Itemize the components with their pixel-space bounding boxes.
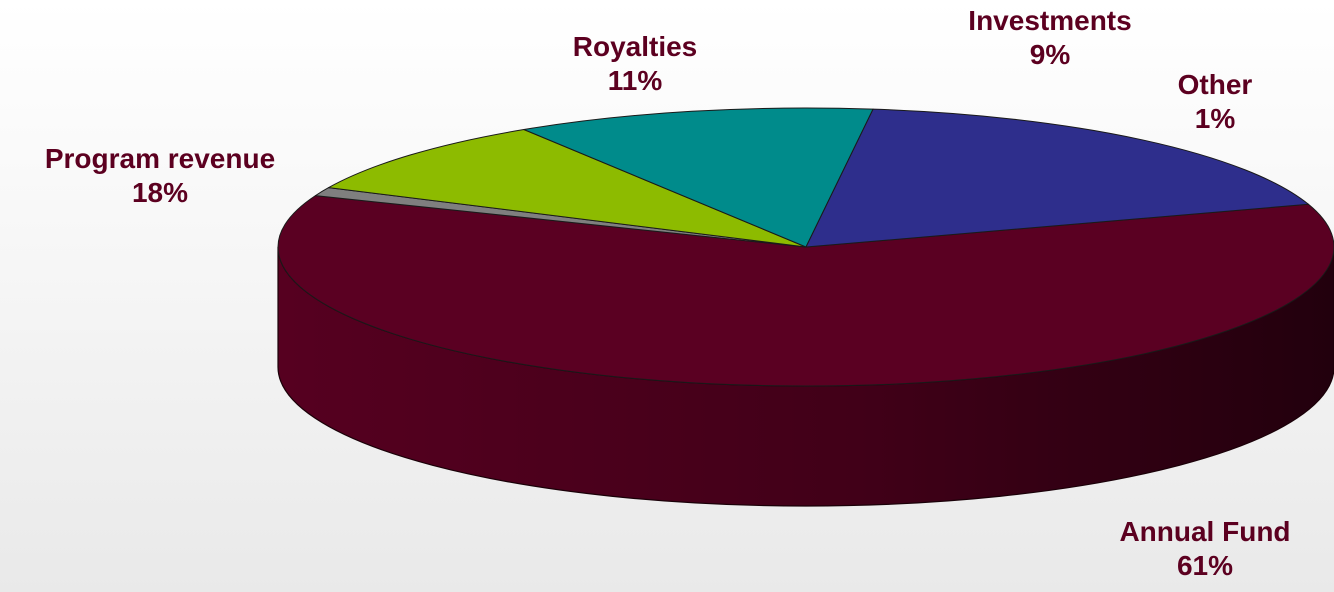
pie-slice-investments — [328, 129, 807, 248]
label-annual-fund: Annual Fund 61% — [1070, 515, 1334, 583]
label-royalties: Royalties 11% — [520, 30, 750, 98]
label-annual-fund-name: Annual Fund — [1119, 516, 1291, 547]
label-investments-name: Investments — [968, 5, 1132, 36]
label-program-revenue-name: Program revenue — [44, 143, 276, 174]
label-other-value: 1% — [1194, 103, 1236, 134]
label-other: Other 1% — [1150, 68, 1280, 136]
label-program-revenue: Program revenue 18% — [0, 142, 320, 210]
label-program-revenue-value: 18% — [131, 177, 189, 208]
label-investments: Investments 9% — [930, 4, 1170, 72]
label-investments-value: 9% — [1029, 39, 1071, 70]
pie-slice-royalties — [523, 107, 874, 248]
label-royalties-value: 11% — [607, 65, 663, 96]
label-other-name: Other — [1177, 69, 1253, 100]
label-annual-fund-value: 61% — [1176, 550, 1234, 581]
pie-slice-program-revenue — [805, 108, 1309, 248]
label-royalties-name: Royalties — [572, 31, 698, 62]
pie-slice-annual-fund — [277, 195, 1334, 387]
